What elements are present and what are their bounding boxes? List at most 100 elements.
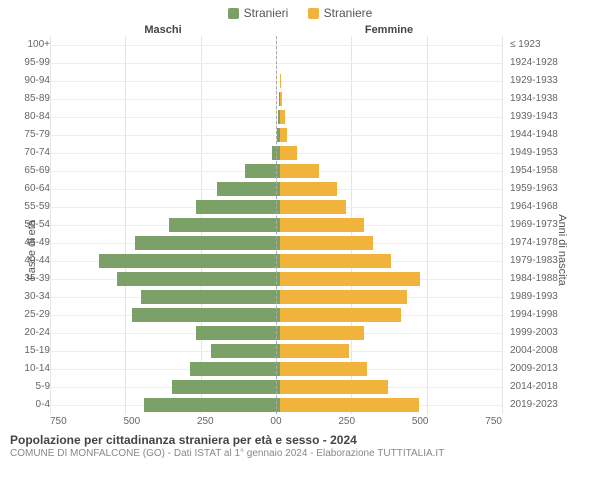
year-label: 1984-1988 bbox=[506, 273, 576, 284]
age-label: 95-99 bbox=[0, 57, 54, 68]
year-label: 1939-1943 bbox=[506, 111, 576, 122]
bar-zone-female bbox=[280, 306, 506, 324]
bar-zone-male bbox=[54, 306, 280, 324]
age-row: 100+≤ 1923 bbox=[0, 36, 600, 54]
bar-zone-male bbox=[54, 396, 280, 414]
x-tick: 750 bbox=[485, 416, 502, 427]
bar-female bbox=[280, 362, 367, 376]
bar-zone-female bbox=[280, 216, 506, 234]
bar-zone-male bbox=[54, 162, 280, 180]
bar-male bbox=[169, 218, 280, 232]
bar-zone-male bbox=[54, 378, 280, 396]
bar-zone-female bbox=[280, 108, 506, 126]
year-label: 1949-1953 bbox=[506, 147, 576, 158]
age-label: 60-64 bbox=[0, 183, 54, 194]
age-label: 70-74 bbox=[0, 147, 54, 158]
bar-female bbox=[280, 236, 373, 250]
legend: Stranieri Straniere bbox=[0, 0, 600, 24]
age-row: 35-39 1984-1988 bbox=[0, 270, 600, 288]
bar-zone-male bbox=[54, 108, 280, 126]
age-label: 80-84 bbox=[0, 111, 54, 122]
age-row: 80-84 1939-1943 bbox=[0, 108, 600, 126]
age-label: 10-14 bbox=[0, 363, 54, 374]
age-label: 100+ bbox=[0, 39, 54, 50]
bar-zone-female bbox=[280, 396, 506, 414]
x-axis: 75050025000250500750 bbox=[0, 416, 600, 427]
age-row: 85-891934-1938 bbox=[0, 90, 600, 108]
age-label: 0-4 bbox=[0, 399, 54, 410]
column-headers: MaschiFemmine bbox=[0, 24, 600, 36]
bar-zone-female bbox=[280, 288, 506, 306]
age-row: 15-19 2004-2008 bbox=[0, 342, 600, 360]
age-row: 95-99 1924-1928 bbox=[0, 54, 600, 72]
x-tick: 250 bbox=[338, 416, 355, 427]
age-label: 55-59 bbox=[0, 201, 54, 212]
year-label: 1999-2003 bbox=[506, 327, 576, 338]
age-label: 35-39 bbox=[0, 273, 54, 284]
age-row: 60-641959-1963 bbox=[0, 180, 600, 198]
x-ticks-right: 0250500750 bbox=[276, 416, 502, 427]
chart-title: Popolazione per cittadinanza straniera p… bbox=[10, 433, 590, 447]
x-tick: 500 bbox=[412, 416, 429, 427]
year-label: 1969-1973 bbox=[506, 219, 576, 230]
chart-footer: Popolazione per cittadinanza straniera p… bbox=[0, 427, 600, 459]
year-label: 2004-2008 bbox=[506, 345, 576, 356]
bar-female bbox=[280, 182, 337, 196]
age-row: 65-691954-1958 bbox=[0, 162, 600, 180]
bar-zone-female bbox=[280, 342, 506, 360]
x-ticks-left: 7505002500 bbox=[50, 416, 276, 427]
age-label: 45-49 bbox=[0, 237, 54, 248]
bar-zone-female bbox=[280, 126, 506, 144]
year-label: 1944-1948 bbox=[506, 129, 576, 140]
swatch-female bbox=[308, 8, 319, 19]
x-tick: 250 bbox=[197, 416, 214, 427]
bar-zone-male bbox=[54, 360, 280, 378]
bar-male bbox=[132, 308, 280, 322]
year-label: 1974-1978 bbox=[506, 237, 576, 248]
bar-zone-male bbox=[54, 72, 280, 90]
legend-item-female: Straniere bbox=[308, 6, 373, 20]
year-label: 1924-1928 bbox=[506, 57, 576, 68]
bar-zone-female bbox=[280, 360, 506, 378]
bar-zone-male bbox=[54, 324, 280, 342]
age-row: 75-791944-1948 bbox=[0, 126, 600, 144]
bar-female bbox=[280, 218, 364, 232]
bar-zone-female bbox=[280, 144, 506, 162]
bar-female bbox=[280, 164, 319, 178]
bar-zone-female bbox=[280, 54, 506, 72]
bar-male bbox=[211, 344, 280, 358]
year-label: 2014-2018 bbox=[506, 381, 576, 392]
bar-male bbox=[141, 290, 280, 304]
year-label: 1954-1958 bbox=[506, 165, 576, 176]
year-label: 2009-2013 bbox=[506, 363, 576, 374]
bar-male bbox=[196, 200, 280, 214]
age-row: 10-14 2009-2013 bbox=[0, 360, 600, 378]
age-row: 30-341989-1993 bbox=[0, 288, 600, 306]
bar-zone-male bbox=[54, 90, 280, 108]
bar-male bbox=[99, 254, 280, 268]
bar-female bbox=[280, 344, 349, 358]
year-label: 2019-2023 bbox=[506, 399, 576, 410]
bar-female bbox=[280, 128, 287, 142]
age-label: 90-94 bbox=[0, 75, 54, 86]
chart-subtitle: COMUNE DI MONFALCONE (GO) - Dati ISTAT a… bbox=[10, 448, 590, 459]
bar-zone-male bbox=[54, 252, 280, 270]
bar-zone-male bbox=[54, 216, 280, 234]
age-row: 5-92014-2018 bbox=[0, 378, 600, 396]
bar-female bbox=[280, 398, 419, 412]
bar-zone-male bbox=[54, 180, 280, 198]
bar-zone-male bbox=[54, 270, 280, 288]
bar-male bbox=[135, 236, 280, 250]
age-label: 15-19 bbox=[0, 345, 54, 356]
bar-female bbox=[280, 92, 282, 106]
bar-male bbox=[245, 164, 280, 178]
age-row: 40-441979-1983 bbox=[0, 252, 600, 270]
bar-female bbox=[280, 146, 297, 160]
bar-male bbox=[190, 362, 280, 376]
bar-zone-female bbox=[280, 324, 506, 342]
age-label: 20-24 bbox=[0, 327, 54, 338]
bar-female bbox=[280, 74, 281, 88]
bar-female bbox=[280, 308, 401, 322]
bar-zone-female bbox=[280, 198, 506, 216]
age-row: 50-541969-1973 bbox=[0, 216, 600, 234]
